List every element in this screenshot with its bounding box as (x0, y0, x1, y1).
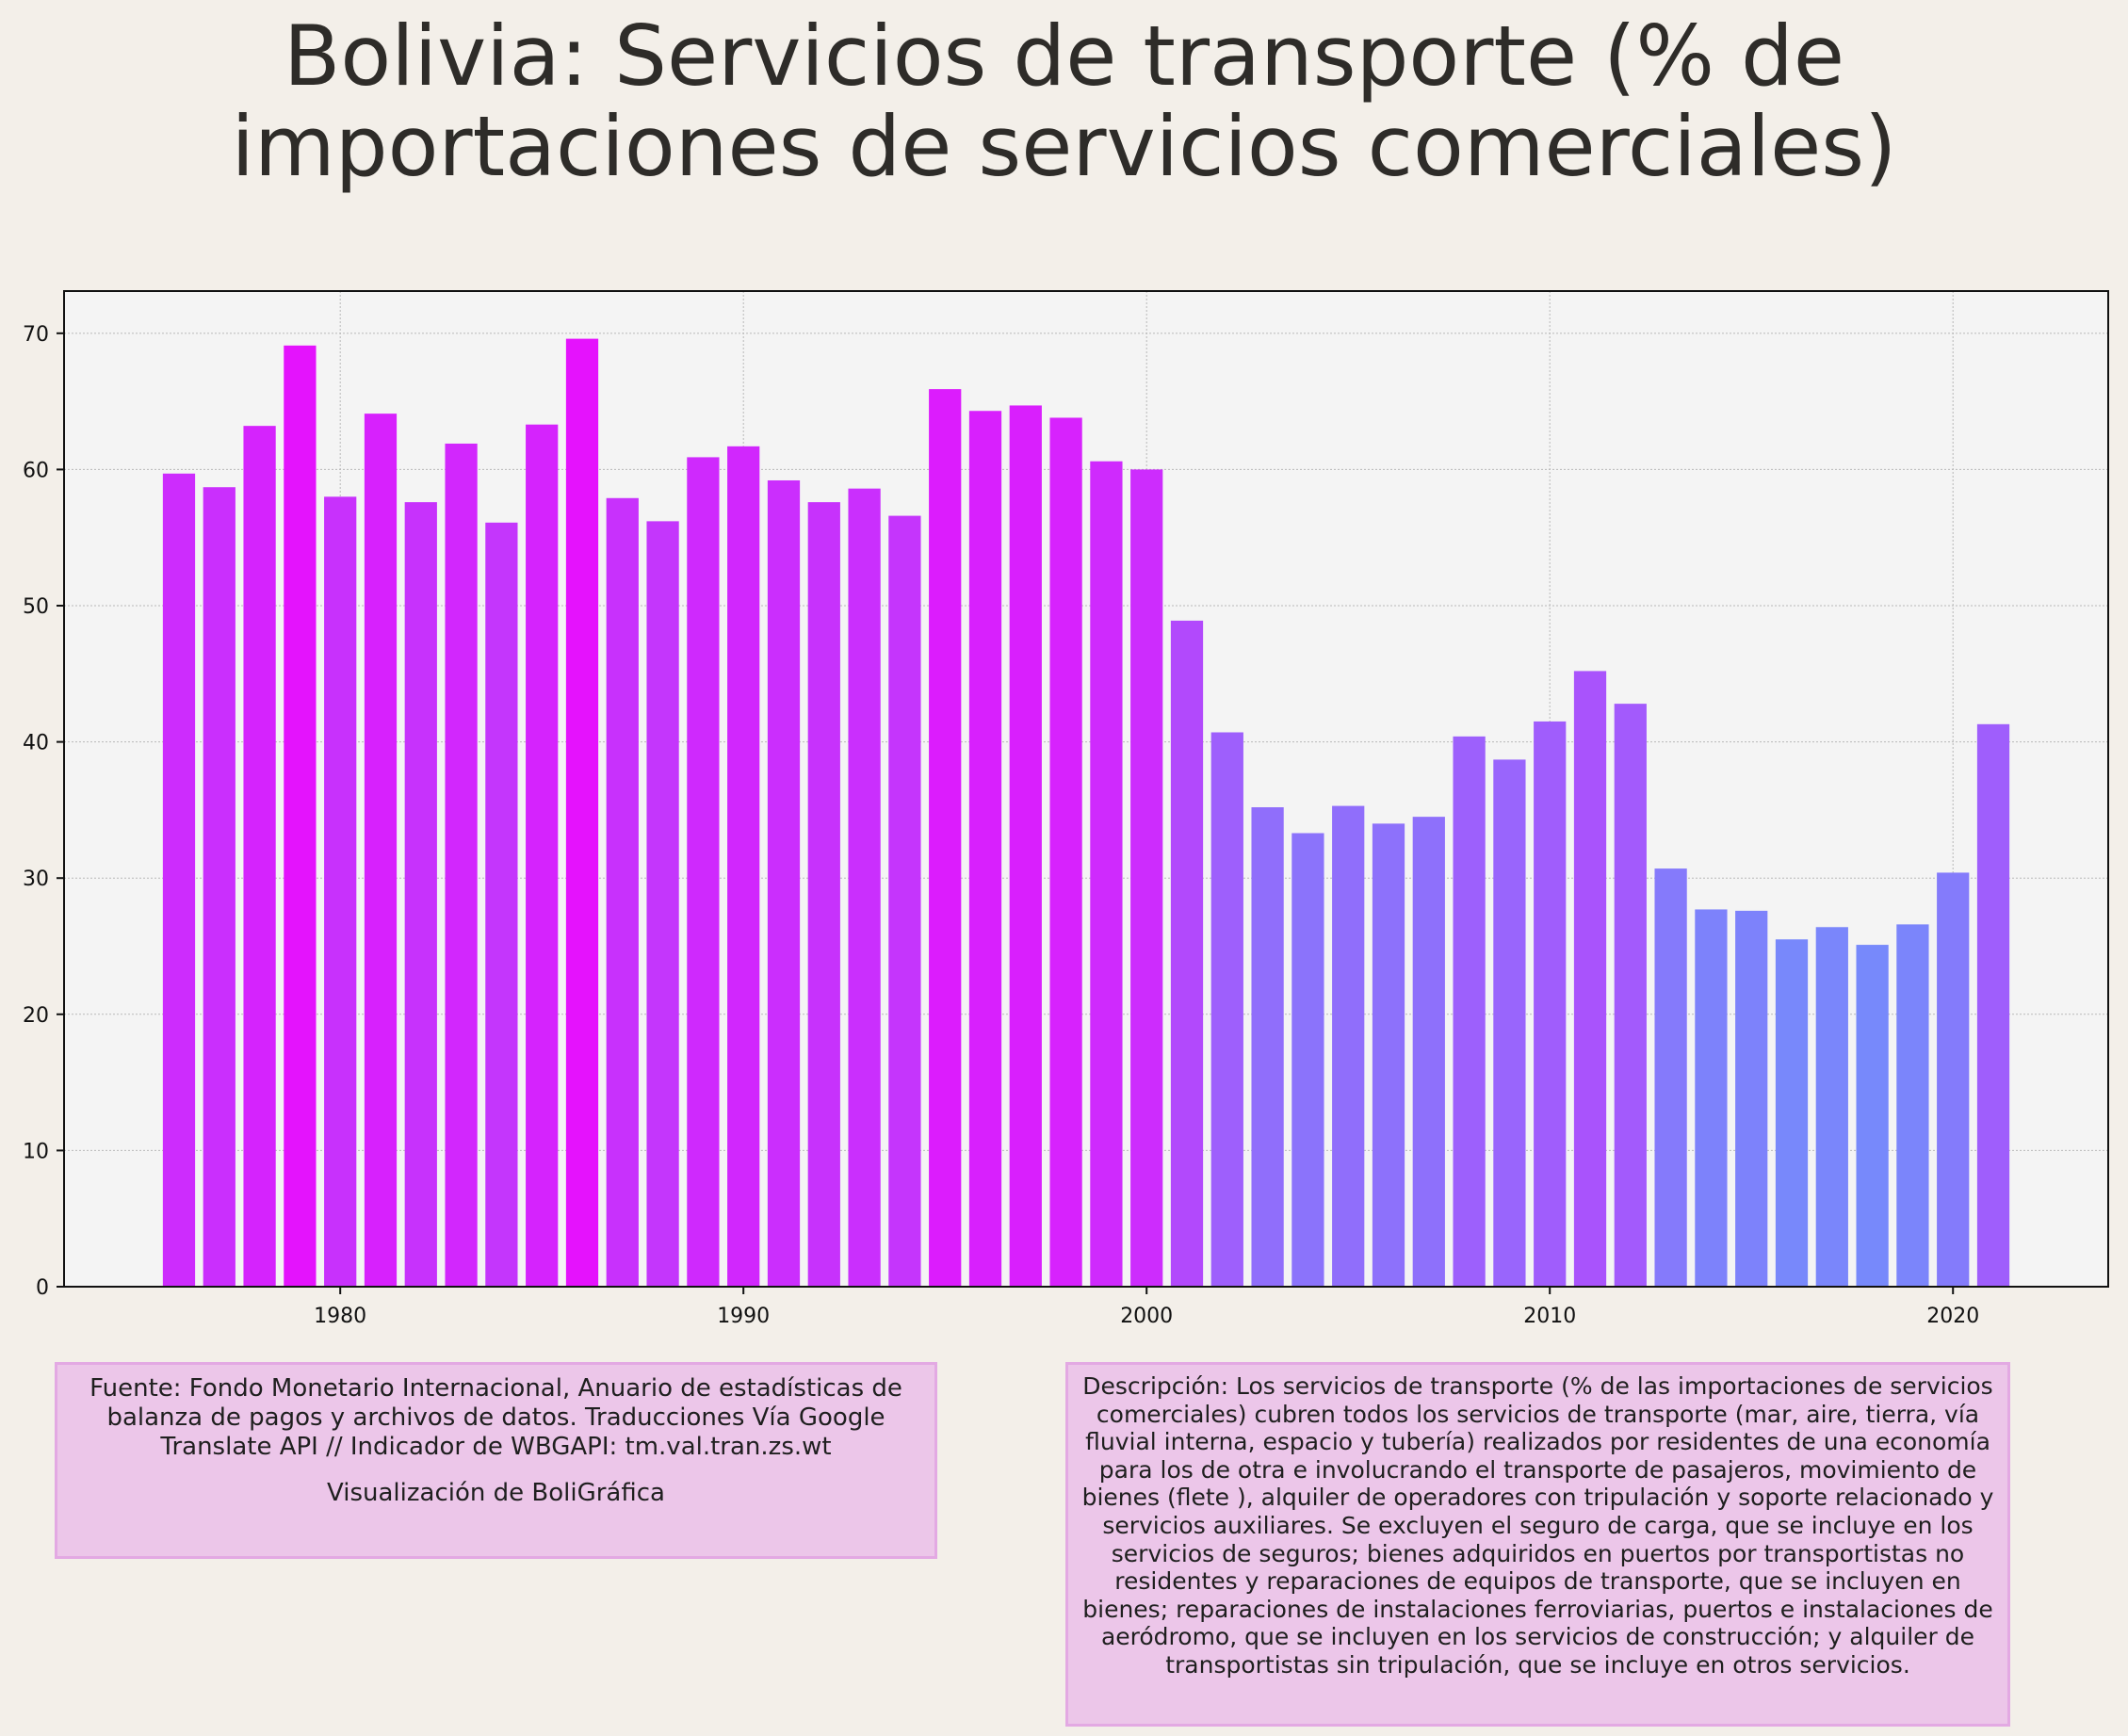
bar-1981 (364, 414, 398, 1287)
x-tick-label: 1990 (717, 1305, 770, 1328)
source-text: Fuente: Fondo Monetario Internacional, A… (89, 1374, 902, 1461)
plot-frame (63, 290, 2109, 1288)
bar-1985 (526, 424, 559, 1287)
bar-2012 (1614, 704, 1647, 1287)
bar-2007 (1412, 817, 1445, 1287)
bar-1983 (445, 443, 478, 1288)
bar-1998 (1049, 417, 1082, 1287)
bar-2003 (1251, 807, 1284, 1287)
bar-2002 (1210, 732, 1243, 1287)
y-tick-label: 30 (23, 868, 49, 891)
bar-2004 (1291, 833, 1324, 1287)
y-tick-label: 10 (23, 1140, 49, 1163)
x-axis: 1980 1990 2000 2010 2020 (314, 1287, 1979, 1328)
x-tick-label: 2000 (1120, 1305, 1173, 1328)
bar-1996 (968, 411, 1002, 1287)
bar-1992 (807, 502, 840, 1287)
y-tick-label: 20 (23, 1004, 49, 1028)
bar-2016 (1775, 939, 1809, 1287)
bar-1979 (284, 345, 317, 1287)
credit-text: Visualización de BoliGráfica (327, 1479, 665, 1507)
bar-1978 (243, 426, 276, 1287)
bar-1994 (888, 515, 921, 1287)
y-axis: 0 10 20 30 40 50 60 70 (23, 323, 64, 1300)
bar-1980 (324, 496, 357, 1287)
x-tick-label: 2020 (1926, 1305, 1979, 1328)
bar-2017 (1815, 927, 1848, 1287)
bar-2021 (1976, 723, 2010, 1287)
chart-title: Bolivia: Servicios de transporte (% de i… (0, 0, 2128, 192)
bar-2010 (1534, 721, 1567, 1287)
y-tick-label: 70 (23, 323, 49, 347)
bar-2014 (1695, 909, 1728, 1287)
bar-1990 (727, 446, 760, 1287)
y-tick-label: 40 (23, 732, 49, 755)
bars (162, 338, 2010, 1288)
bar-2020 (1937, 872, 1970, 1287)
bar-2019 (1896, 924, 1929, 1287)
y-tick-label: 50 (23, 595, 49, 619)
source-box: Fuente: Fondo Monetario Internacional, A… (55, 1362, 937, 1559)
bar-1982 (404, 502, 437, 1287)
bar-1977 (203, 487, 236, 1287)
chart-title-line-2: importaciones de servicios comerciales) (231, 98, 1897, 195)
bar-2009 (1493, 759, 1526, 1287)
bar-2005 (1332, 805, 1365, 1287)
bar-1984 (485, 522, 518, 1287)
bar-2001 (1170, 620, 1204, 1287)
bar-chart: 1980 1990 2000 2010 2020 0 10 20 30 40 50 60 70 (23, 290, 2109, 1328)
bar-1988 (646, 521, 679, 1287)
bar-2011 (1573, 671, 1607, 1287)
bar-1987 (606, 497, 639, 1287)
bar-1993 (848, 488, 881, 1287)
bar-2006 (1372, 823, 1405, 1287)
x-tick-label: 2010 (1523, 1305, 1576, 1328)
y-tick-label: 60 (23, 459, 49, 482)
bar-1989 (687, 457, 720, 1287)
bar-2000 (1130, 469, 1163, 1287)
y-tick-label: 0 (36, 1276, 49, 1300)
chart-title-line-1: Bolivia: Servicios de transporte (% de (283, 8, 1844, 105)
bar-2008 (1453, 736, 1486, 1287)
bar-1995 (929, 389, 962, 1287)
bar-2018 (1856, 945, 1889, 1287)
bar-2013 (1654, 868, 1687, 1287)
description-box: Descripción: Los servicios de transporte… (1065, 1362, 2010, 1727)
bar-1997 (1009, 405, 1042, 1287)
bar-1991 (767, 479, 801, 1288)
x-tick-label: 1980 (314, 1305, 366, 1328)
description-text: Descripción: Los servicios de transporte… (1081, 1372, 1994, 1679)
bar-1986 (565, 338, 599, 1287)
bar-2015 (1735, 910, 1768, 1287)
bar-1976 (162, 473, 196, 1287)
bar-1999 (1090, 461, 1123, 1287)
